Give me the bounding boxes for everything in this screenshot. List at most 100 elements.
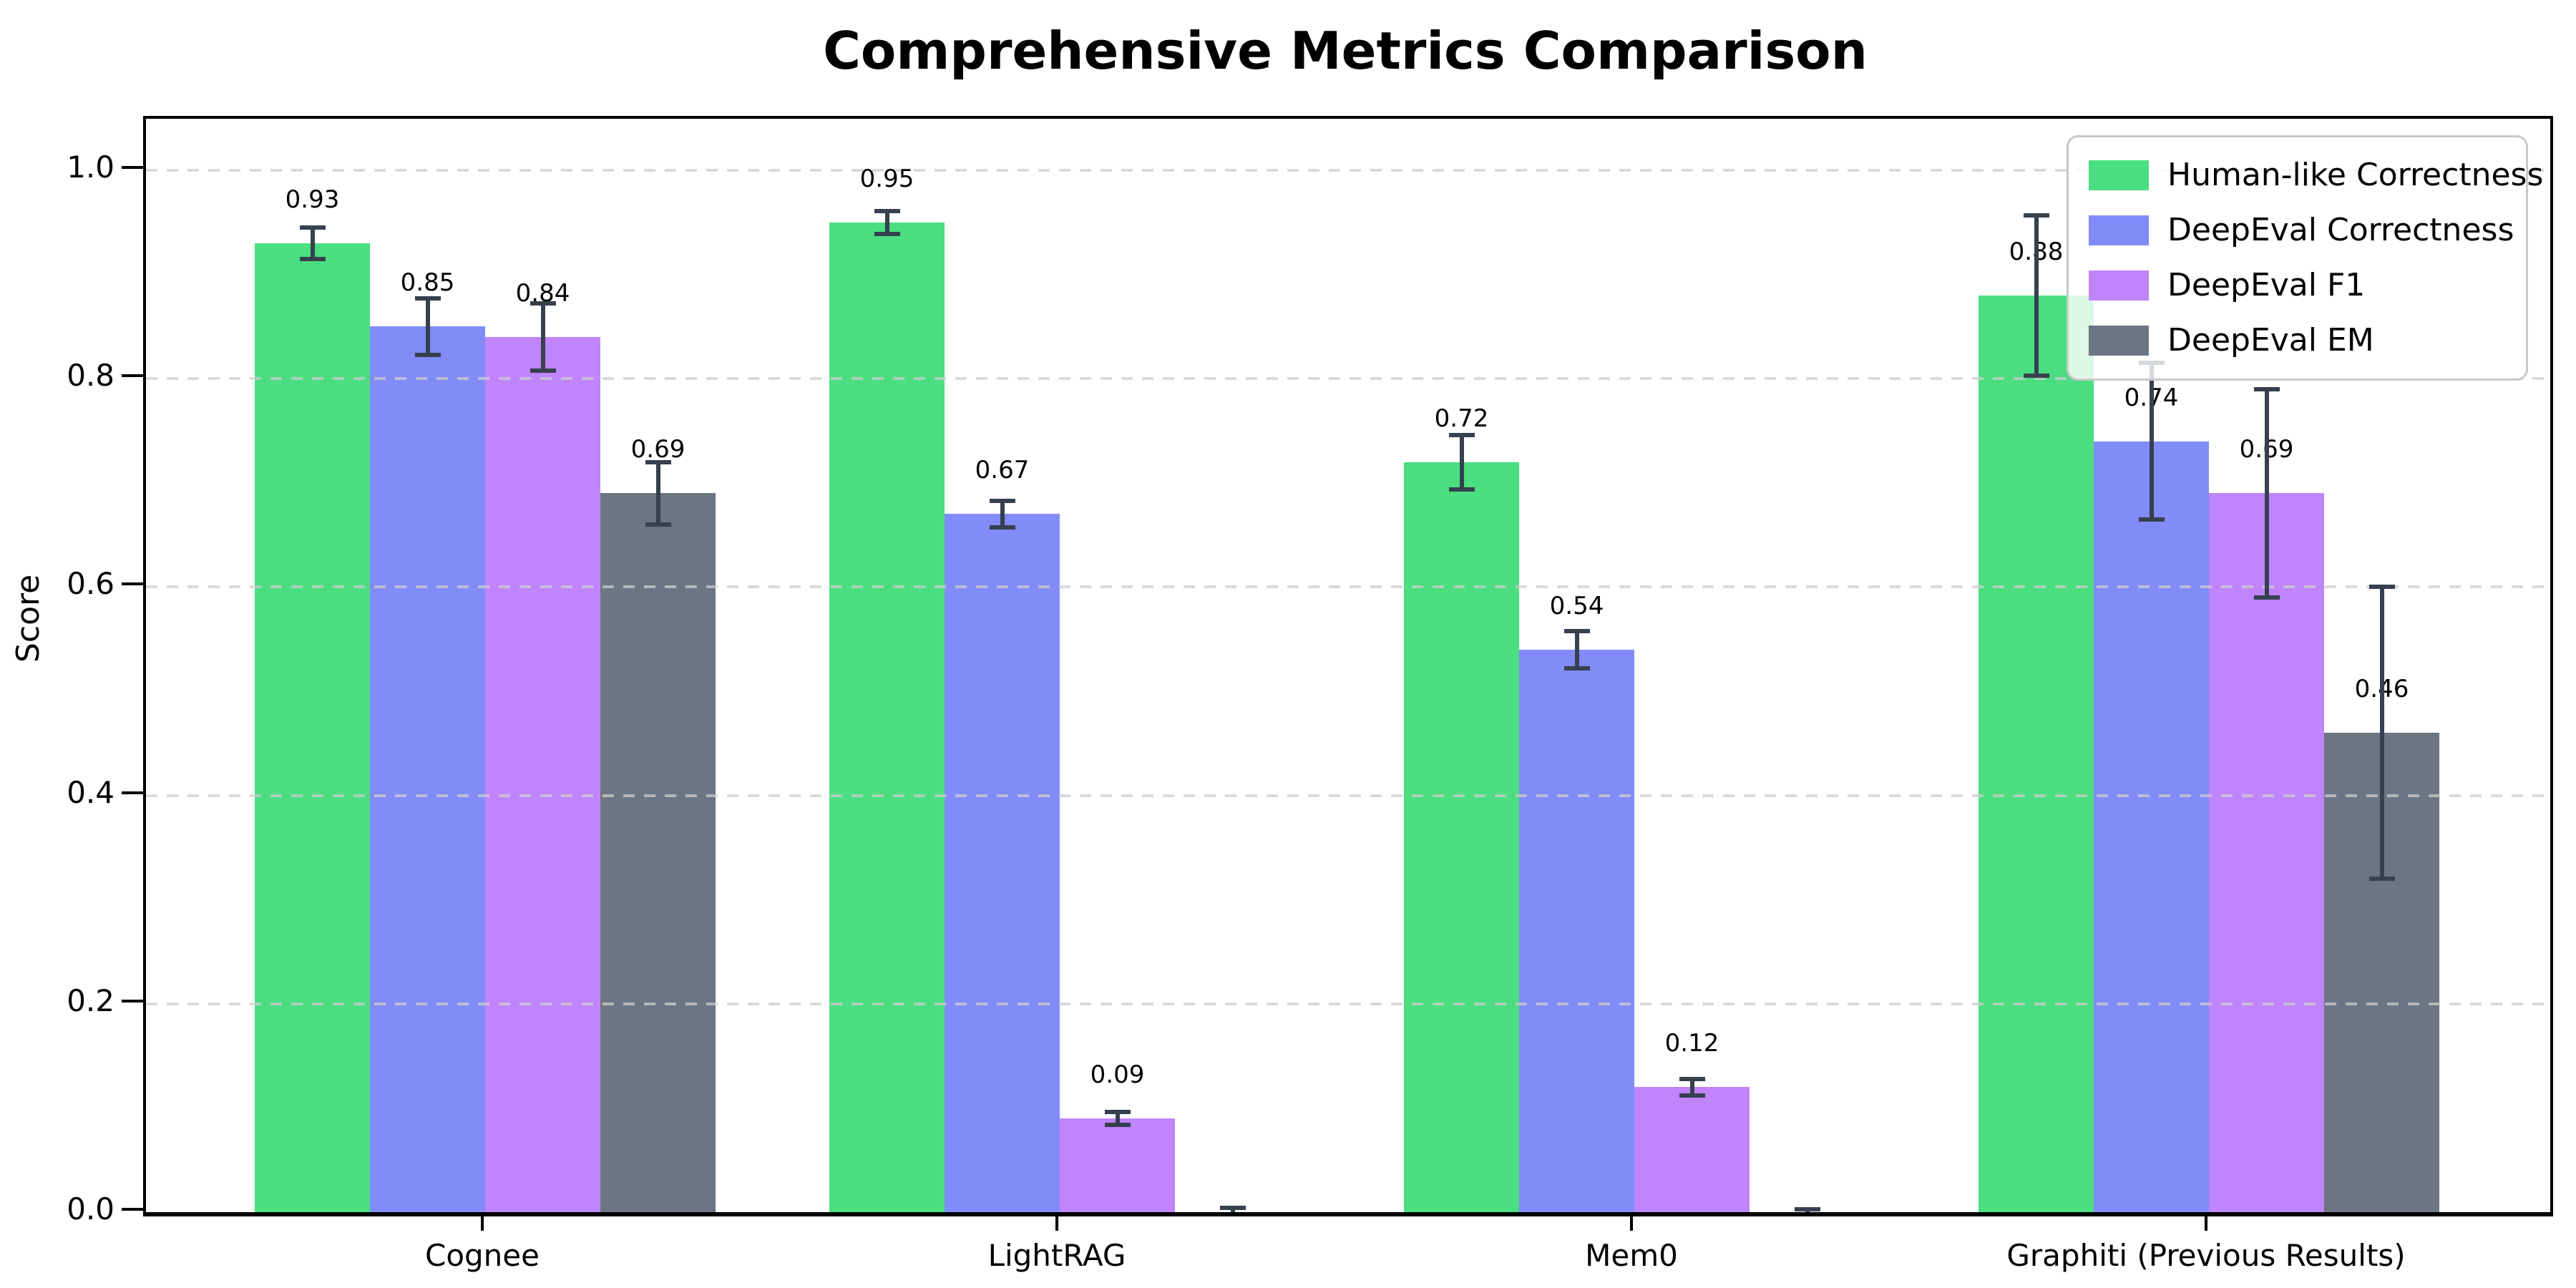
error-bar-cap-top xyxy=(2023,213,2049,218)
y-tick-1 xyxy=(122,166,143,169)
y-tick-label: 0.6 xyxy=(67,566,114,602)
legend-label: DeepEval EM xyxy=(2167,322,2374,359)
error-bar xyxy=(425,298,430,355)
error-bar xyxy=(2149,363,2154,519)
error-bar-cap-top xyxy=(874,208,900,213)
y-tick-0 xyxy=(122,1208,143,1211)
y-tick-label: 0.4 xyxy=(67,774,114,810)
error-bar-cap-bottom xyxy=(2368,877,2395,882)
value-label: 0.72 xyxy=(1434,404,1489,433)
x-tick-3 xyxy=(2205,1214,2207,1231)
y-tick-label: 0.2 xyxy=(67,982,114,1018)
error-bar xyxy=(1459,434,1464,489)
bar-deepeval-correctness-2 xyxy=(1519,649,1634,1212)
error-bar xyxy=(1000,500,1005,528)
legend-item: Human-like Correctness xyxy=(2089,159,2543,191)
y-tick-0.2 xyxy=(122,999,143,1002)
bar-human-like-correctness-3 xyxy=(1979,295,2094,1212)
y-tick-label: 1.0 xyxy=(67,150,114,185)
error-bar-cap-bottom xyxy=(414,352,441,357)
error-bar-cap-top xyxy=(1679,1076,1705,1081)
bar-human-like-correctness-2 xyxy=(1404,462,1519,1212)
value-label: 0.54 xyxy=(1549,591,1604,620)
legend-item: DeepEval F1 xyxy=(2089,270,2526,301)
error-bar-cap-bottom xyxy=(989,525,1015,530)
bar-deepeval-correctness-0 xyxy=(370,326,485,1212)
value-label: 0.84 xyxy=(515,278,570,308)
error-bar-cap-bottom xyxy=(1220,1214,1246,1216)
error-bar-cap-bottom xyxy=(1563,665,1590,670)
value-label: 0.95 xyxy=(859,164,914,193)
y-tick-0.6 xyxy=(122,582,143,586)
legend-item: DeepEval EM xyxy=(2089,325,2526,356)
y-tick-label: 0.0 xyxy=(67,1191,114,1226)
error-bar xyxy=(1574,630,1579,668)
bar-deepeval-em-0 xyxy=(600,493,716,1212)
error-bar-cap-top xyxy=(2253,386,2280,391)
error-bar xyxy=(540,303,545,371)
value-label: 0.09 xyxy=(1090,1060,1145,1089)
error-bar-cap-bottom xyxy=(874,231,900,236)
y-tick-label: 0.8 xyxy=(67,358,114,394)
error-bar xyxy=(1115,1112,1120,1125)
x-tick-1 xyxy=(1055,1214,1058,1231)
y-tick-0.4 xyxy=(122,791,143,794)
gridline-0.4 xyxy=(146,794,2550,797)
legend: Human-like Correctness DeepEval Correctne… xyxy=(2067,135,2543,381)
legend-swatch xyxy=(2089,326,2149,356)
legend-item: DeepEval Correctness xyxy=(2089,211,2526,248)
x-tick-2 xyxy=(1630,1214,1633,1231)
gridline-0.8 xyxy=(146,377,2550,381)
error-bar-cap-top xyxy=(645,459,671,464)
error-bar-cap-top xyxy=(2368,585,2395,590)
error-bar-cap-bottom xyxy=(1795,1213,1820,1216)
error-bar-cap-bottom xyxy=(1679,1093,1705,1098)
error-bar xyxy=(2034,215,2039,376)
bar-deepeval-f1-2 xyxy=(1634,1087,1750,1212)
gridline-0.2 xyxy=(146,1002,2550,1005)
bar-deepeval-f1-3 xyxy=(2209,493,2324,1212)
error-bar-cap-top xyxy=(989,498,1015,503)
error-bar-cap-top xyxy=(1794,1206,1820,1211)
legend-label: Human-like Correctness xyxy=(2167,156,2544,193)
value-label: 0.67 xyxy=(975,456,1030,485)
bar-human-like-correctness-1 xyxy=(829,222,945,1212)
bar-human-like-correctness-0 xyxy=(255,243,370,1212)
x-tick-label: LightRAG xyxy=(987,1238,1126,1273)
gridline-1 xyxy=(146,169,2550,172)
error-bar-cap-bottom xyxy=(1448,487,1475,492)
gridline-0.6 xyxy=(146,585,2550,589)
legend-label: DeepEval Correctness xyxy=(2167,211,2514,248)
error-bar-cap-top xyxy=(1219,1206,1246,1211)
error-bar-cap-top xyxy=(414,296,441,301)
y-tick-0.8 xyxy=(122,374,143,378)
legend-swatch xyxy=(2089,215,2149,245)
bar-deepeval-f1-1 xyxy=(1060,1118,1175,1212)
legend-swatch xyxy=(2089,270,2149,301)
error-bar-cap-top xyxy=(530,301,556,306)
error-bar-cap-bottom xyxy=(2253,595,2280,600)
error-bar-cap-bottom xyxy=(2023,373,2049,378)
value-label: 0.69 xyxy=(630,435,686,464)
error-bar-cap-top xyxy=(1563,628,1590,633)
bar-deepeval-f1-0 xyxy=(485,336,600,1212)
x-tick-label: Cognee xyxy=(425,1238,540,1273)
error-bar xyxy=(2264,389,2269,597)
value-label: 0.93 xyxy=(285,185,340,214)
chart-title: Comprehensive Metrics Comparison xyxy=(823,21,1868,81)
x-tick-label: Graphiti (Previous Results) xyxy=(2006,1238,2406,1273)
bar-deepeval-correctness-3 xyxy=(2094,441,2209,1212)
error-bar xyxy=(1689,1078,1694,1096)
error-bar xyxy=(884,210,889,234)
error-bar xyxy=(655,462,660,525)
error-bar-cap-bottom xyxy=(2138,517,2165,522)
x-tick-label: Mem0 xyxy=(1585,1238,1678,1273)
error-bar-cap-top xyxy=(1448,432,1475,437)
legend-swatch xyxy=(2089,160,2149,190)
error-bar-cap-bottom xyxy=(530,368,556,373)
value-label: 0.12 xyxy=(1664,1029,1719,1058)
x-tick-0 xyxy=(481,1214,484,1231)
value-label: 0.85 xyxy=(400,268,455,298)
error-bar xyxy=(2379,587,2384,879)
